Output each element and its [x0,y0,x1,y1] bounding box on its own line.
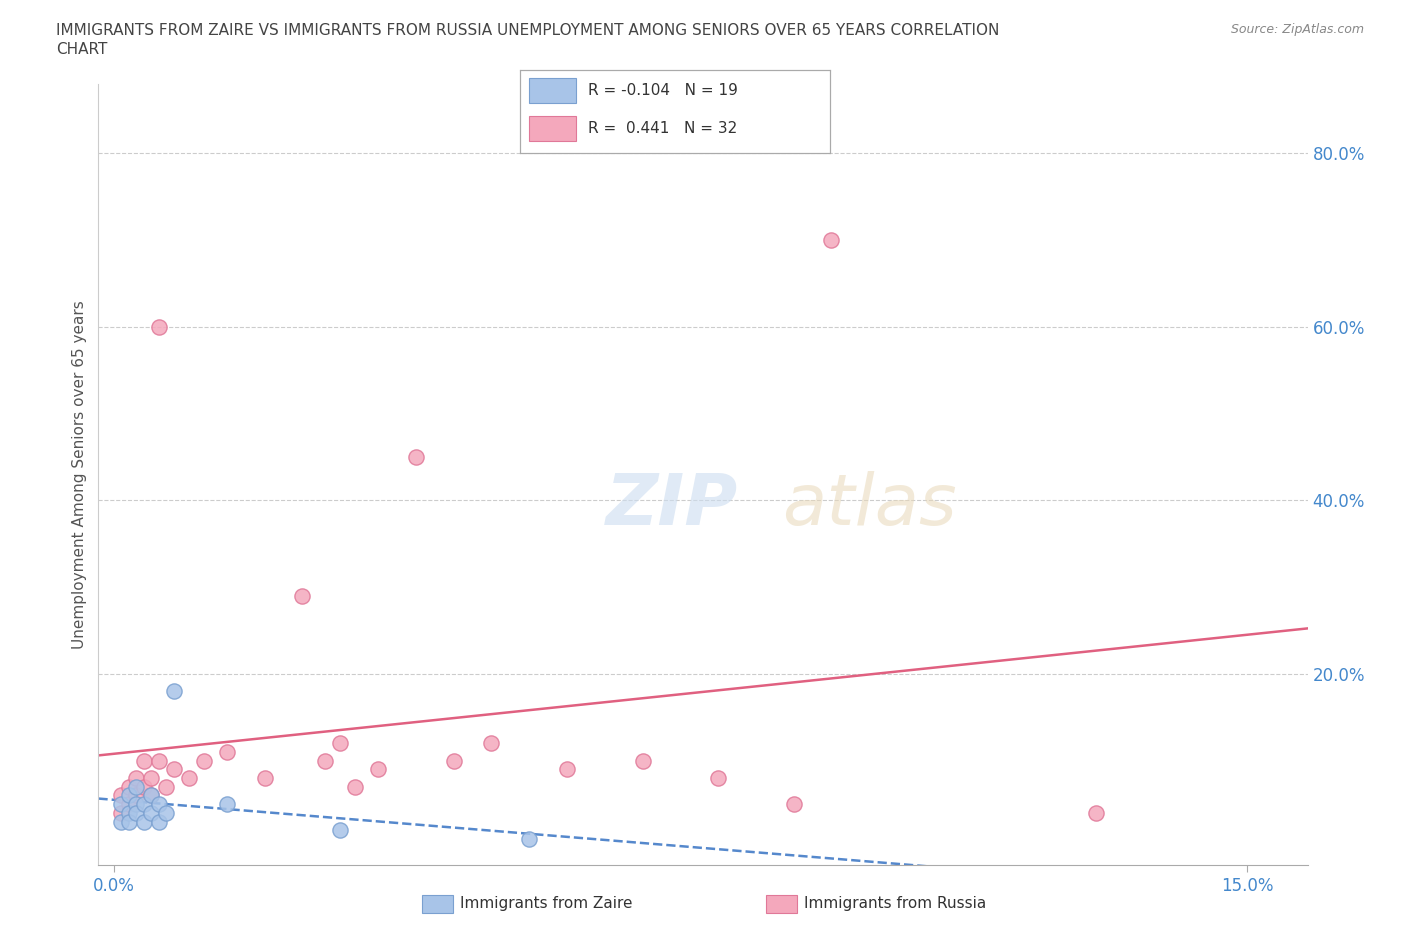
Point [118,797,141,812]
Point [125,771,148,786]
Point [782,797,804,812]
Point [132,797,155,812]
Point [481,736,503,751]
Point [110,814,132,829]
Point [125,797,148,812]
Text: Immigrants from Zaire: Immigrants from Zaire [460,897,633,911]
Point [179,771,201,786]
Point [125,788,148,803]
Y-axis label: Unemployment Among Seniors over 65 years: Unemployment Among Seniors over 65 years [72,300,87,649]
Point [193,753,215,768]
Text: atlas: atlas [782,472,956,540]
Point [820,232,842,247]
Point [555,762,578,777]
Point [110,805,132,820]
Point [631,753,654,768]
Text: ZIP: ZIP [606,472,738,540]
Point [141,788,163,803]
Point [367,762,389,777]
Point [125,805,148,820]
Text: R = -0.104   N = 19: R = -0.104 N = 19 [588,83,738,99]
Point [163,762,186,777]
Point [517,831,540,846]
Point [329,823,352,838]
Point [344,779,367,794]
Point [443,753,465,768]
Point [110,797,132,812]
Point [132,814,155,829]
Point [118,805,141,820]
Point [148,814,170,829]
Point [118,814,141,829]
Point [118,779,141,794]
Point [155,779,177,794]
Point [110,788,132,803]
Point [215,797,238,812]
Point [148,753,170,768]
Point [253,771,276,786]
Text: R =  0.441   N = 32: R = 0.441 N = 32 [588,121,738,136]
FancyBboxPatch shape [530,78,576,103]
Point [329,736,352,751]
Point [707,771,730,786]
Point [1085,805,1108,820]
Point [148,797,170,812]
Point [155,805,177,820]
Point [132,779,155,794]
Point [405,449,427,464]
Point [118,788,141,803]
Point [148,319,170,334]
Text: CHART: CHART [56,42,108,57]
Point [141,805,163,820]
Text: Immigrants from Russia: Immigrants from Russia [804,897,987,911]
Point [314,753,336,768]
Point [141,771,163,786]
Point [125,779,148,794]
Text: Source: ZipAtlas.com: Source: ZipAtlas.com [1230,23,1364,36]
Text: IMMIGRANTS FROM ZAIRE VS IMMIGRANTS FROM RUSSIA UNEMPLOYMENT AMONG SENIORS OVER : IMMIGRANTS FROM ZAIRE VS IMMIGRANTS FROM… [56,23,1000,38]
Point [132,753,155,768]
Point [163,684,186,698]
Point [141,788,163,803]
Point [215,745,238,760]
Point [291,589,314,604]
FancyBboxPatch shape [530,116,576,141]
